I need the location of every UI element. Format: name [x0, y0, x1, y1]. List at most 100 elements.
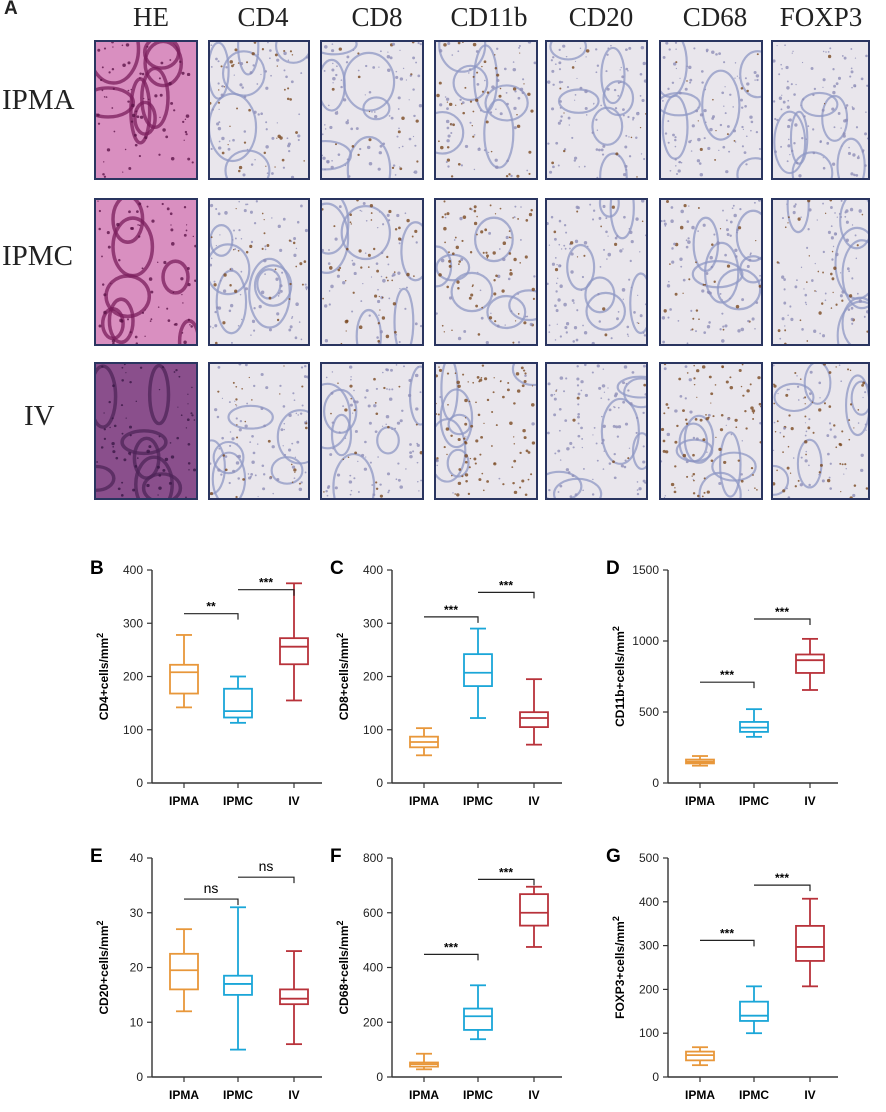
x-tick-label-ipmc: IPMC	[223, 1088, 253, 1102]
x-tick-label-ipma: IPMA	[169, 1088, 199, 1102]
y-tick-label: 0	[652, 776, 659, 790]
stain-header-cd68: CD68	[682, 2, 748, 32]
significance-label: ns	[204, 880, 219, 896]
micrograph-ipmc-cd8	[320, 198, 424, 346]
x-tick-label-ipmc: IPMC	[463, 1088, 493, 1102]
y-tick-label: 400	[363, 961, 383, 975]
chart-c-cd8: C 0 100 200 300 400 CD8+cells/mm2 IPMA IPMC IV ***…	[330, 558, 562, 808]
y-tick-label: 0	[652, 1070, 659, 1084]
stain-header-he: HE	[133, 2, 169, 32]
micrograph-ipmc-foxp3	[771, 198, 870, 346]
significance-bracket: ***	[478, 578, 535, 599]
stain-header-cd4: CD4	[237, 2, 289, 32]
box-iv	[519, 678, 549, 746]
x-tick-label-ipma: IPMA	[409, 794, 439, 808]
micrograph-ipma-cd4	[208, 40, 310, 180]
bracket-line	[424, 616, 479, 623]
y-tick-label: 40	[130, 851, 144, 865]
y-tick-label: 800	[363, 851, 383, 865]
bracket-line	[184, 898, 239, 906]
micrograph-ipma-cd68	[659, 40, 763, 180]
chart-g-foxp3: G 0 100 200 300 400 500 FOXP3+cells/mm2 IPMA IPMC…	[606, 846, 838, 1102]
y-tick-label: 600	[363, 906, 383, 920]
box-ipmc	[739, 708, 769, 738]
y-tick-label: 0	[136, 1070, 143, 1084]
y-tick-label: 200	[363, 670, 383, 684]
bracket-line	[700, 681, 755, 689]
y-tick-label: 0	[136, 776, 143, 790]
box-iv	[279, 582, 309, 702]
y-tick-label: 10	[130, 1015, 144, 1029]
x-tick-label-ipmc: IPMC	[739, 1088, 769, 1102]
x-tick-label-ipmc: IPMC	[739, 794, 769, 808]
y-tick-label: 1500	[632, 563, 659, 577]
significance-bracket: ns	[184, 880, 239, 906]
x-tick-label-ipmc: IPMC	[223, 794, 253, 808]
micrograph-ipmc-cd20	[545, 198, 648, 346]
y-axis-label-superscript: 2	[95, 920, 105, 925]
box-iv	[519, 885, 549, 948]
box-ipma	[409, 1052, 439, 1071]
y-tick-label: 500	[639, 705, 659, 719]
micrograph-ipmc-he	[94, 198, 198, 346]
significance-label: ***	[499, 578, 513, 592]
iqr-box	[279, 988, 309, 1006]
x-tick-label-ipma: IPMA	[169, 794, 199, 808]
stain-header-cd8: CD8	[351, 2, 403, 32]
iqr-box	[519, 711, 549, 728]
panel-f-label: F	[330, 846, 342, 867]
iqr-box	[223, 687, 253, 719]
bracket-line	[478, 591, 535, 599]
x-tick-label-iv: IV	[528, 794, 539, 808]
box-ipmc	[223, 906, 253, 1051]
bracket-line	[238, 876, 295, 884]
panel-c-label: C	[330, 558, 344, 579]
micrograph-iv-foxp3	[771, 362, 870, 500]
y-axis-label-superscript: 2	[335, 633, 345, 638]
micrograph-ipmc-cd68	[659, 198, 763, 346]
y-axis-label: CD68+cells/mm2	[335, 920, 351, 1014]
x-tick-label-iv: IV	[528, 1088, 539, 1102]
row-label-ipma: IPMA	[2, 84, 75, 116]
panel-b-label: B	[90, 558, 104, 579]
chart-e-cd20: E 0 10 20 30 40 CD20+cells/mm2 IPMA IPMC IV ns ns	[90, 846, 322, 1102]
micrograph-ipma-cd20	[545, 40, 648, 180]
box-ipmc	[463, 627, 493, 719]
significance-bracket: ***	[478, 865, 535, 886]
stain-header-foxp3: FOXP3	[779, 2, 863, 32]
significance-bracket: **	[184, 600, 239, 620]
iqr-box	[795, 653, 825, 674]
micrograph-iv-he	[94, 362, 198, 500]
panel-d-label: D	[606, 558, 620, 579]
significance-bracket: ns	[238, 858, 295, 884]
significance-label: ns	[259, 858, 274, 874]
box-ipma	[409, 727, 439, 757]
chart-f-cd68: F 0 200 400 600 800 CD68+cells/mm2 IPMA IPMC IV **…	[330, 846, 562, 1102]
x-tick-label-ipma: IPMA	[409, 1088, 439, 1102]
micrograph-ipma-cd11b	[434, 40, 538, 180]
y-tick-label: 300	[123, 616, 143, 630]
y-tick-label: 30	[130, 906, 144, 920]
y-axis-label: CD4+cells/mm2	[95, 633, 111, 720]
micrograph-ipma-he	[94, 40, 198, 180]
y-tick-label: 400	[363, 563, 383, 577]
bracket-line	[700, 939, 755, 947]
micrograph-ipmc-cd11b	[434, 198, 538, 346]
y-tick-label: 400	[639, 895, 659, 909]
iqr-box	[169, 952, 199, 991]
box-iv	[279, 950, 309, 1046]
y-axis-label-superscript: 2	[611, 916, 621, 921]
significance-bracket: ***	[754, 871, 811, 892]
significance-bracket: ***	[424, 603, 479, 623]
box-ipma	[685, 755, 715, 767]
box-iv	[795, 897, 825, 988]
iqr-box	[795, 924, 825, 962]
bracket-line	[754, 618, 811, 625]
box-ipma	[169, 634, 199, 709]
micrograph-iv-cd11b	[434, 362, 538, 500]
significance-bracket: ***	[238, 576, 295, 596]
iqr-box	[463, 1007, 493, 1031]
y-axis-label: CD20+cells/mm2	[95, 920, 111, 1014]
iqr-box	[169, 663, 199, 695]
panel-a-label: A	[4, 0, 18, 19]
